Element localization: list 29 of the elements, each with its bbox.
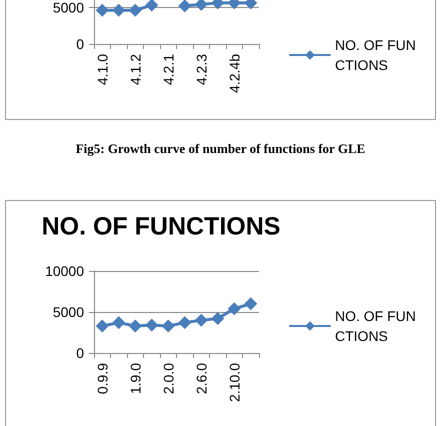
legend-label: NO. OF FUNCTIONS [335, 37, 416, 73]
caption: Fig5: Growth curve of number of functions for GLE [74, 141, 366, 157]
point [178, 316, 192, 330]
point [128, 319, 142, 332]
y-tick-label: 5000 [52, 0, 84, 16]
point [194, 314, 208, 327]
point [244, 297, 258, 310]
x-tick-label: 0.9.9 [94, 362, 110, 394]
y-tick-label: 0 [76, 345, 84, 361]
x-tick-label: 2.10.0 [226, 362, 242, 402]
x-tick-label: 4.2.4b [226, 54, 242, 93]
y-tick-label: 0 [76, 36, 84, 52]
point [112, 316, 126, 330]
point [96, 319, 109, 332]
x-tick-label: 4.1.2 [127, 54, 144, 86]
chart-title: NO. OF FUNCTIONS [42, 212, 280, 240]
y-tick-label: 5000 [52, 304, 84, 320]
x-tick-label: 4.2.1 [160, 54, 176, 86]
point [211, 312, 224, 326]
x-tick-label: 1.9.0 [127, 362, 144, 394]
x-tick-label: 2.0.0 [160, 362, 176, 394]
legend-label: NO. OF FUNCTIONS [335, 308, 416, 344]
x-tick-label: 4.1.0 [94, 54, 110, 86]
point [145, 318, 158, 332]
point [228, 302, 241, 316]
x-tick-label: 4.2.3 [193, 54, 210, 86]
point [162, 319, 175, 332]
x-tick-label: 2.6.0 [193, 362, 210, 394]
y-tick-label: 10000 [45, 263, 84, 279]
